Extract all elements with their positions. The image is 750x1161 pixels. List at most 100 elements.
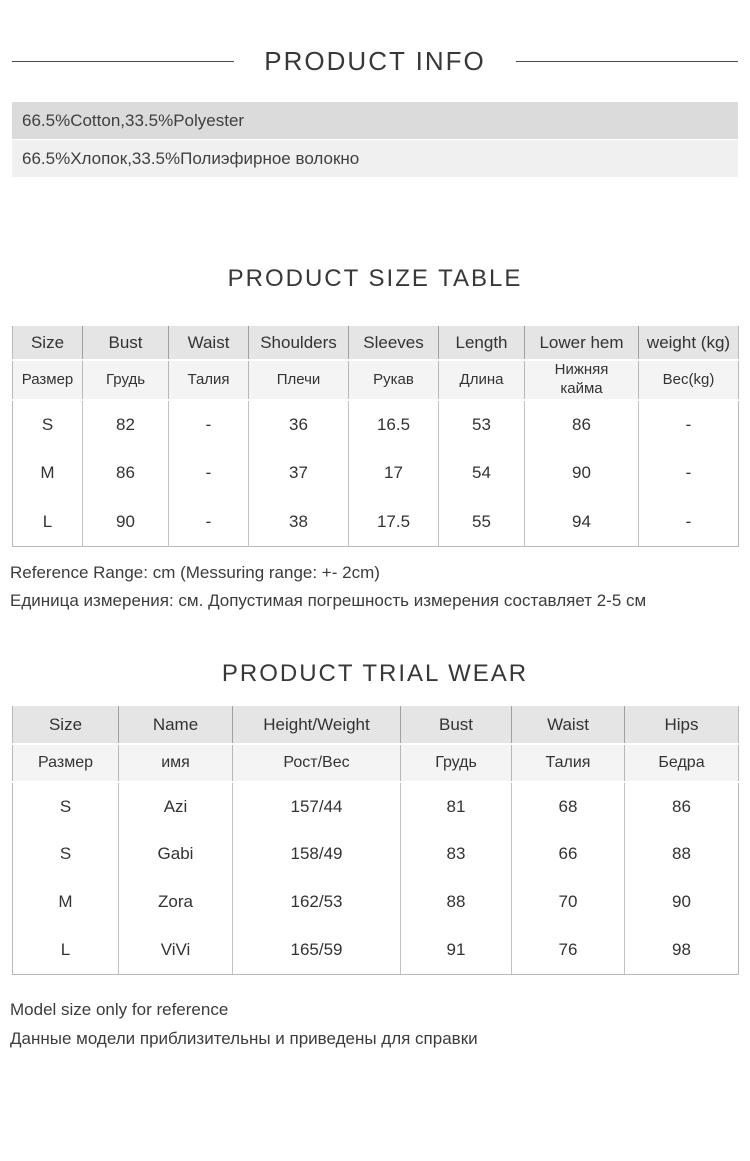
column-header: Размер	[12, 360, 83, 401]
table-row: M Zora 162/53 88 70 90	[12, 878, 739, 926]
table-cell: 82	[82, 399, 169, 449]
table-cell: S	[12, 830, 119, 878]
table-cell: -	[168, 497, 249, 547]
column-header: weight (kg)	[638, 326, 739, 361]
table-cell: 68	[511, 782, 625, 830]
table-cell: 17.5	[348, 497, 439, 547]
trial-table-header-en: Size Name Height/Weight Bust Waist Hips	[12, 706, 739, 745]
table-cell: Zora	[118, 878, 233, 926]
column-header: имя	[118, 744, 233, 783]
table-cell: 36	[248, 399, 349, 449]
table-cell: 165/59	[232, 926, 401, 974]
size-table-header-ru: Размер Грудь Талия Плечи Рукав Длина Ниж…	[12, 360, 739, 401]
model-note-english: Model size only for reference	[10, 999, 229, 1019]
measure-note-english: Reference Range: cm (Messuring range: +-…	[10, 563, 380, 582]
page-title: PRODUCT INFO	[264, 46, 486, 76]
table-cell: 88	[624, 830, 739, 878]
table-cell: 17	[348, 448, 439, 498]
column-header: Waist	[168, 326, 249, 361]
column-header: Bust	[82, 326, 169, 361]
table-cell: 66	[511, 830, 625, 878]
table-cell: 76	[511, 926, 625, 974]
column-header: Плечи	[248, 360, 349, 401]
table-cell: S	[12, 782, 119, 830]
size-table: Size Bust Waist Shoulders Sleeves Length…	[12, 326, 739, 547]
trial-wear-title: PRODUCT TRIAL WEAR	[221, 660, 529, 687]
table-cell: 81	[400, 782, 512, 830]
trial-wear-table: Size Name Height/Weight Bust Waist Hips …	[12, 706, 739, 975]
table-cell: 54	[438, 448, 525, 498]
model-note-russian: Данные модели приблизительны и приведены…	[10, 1028, 478, 1048]
column-header: Size	[12, 706, 119, 745]
column-header: Name	[118, 706, 233, 745]
column-header: Талия	[511, 744, 625, 783]
fabric-composition-russian: 66.5%Хлопок,33.5%Полиэфирное волокно	[12, 140, 738, 177]
table-cell: S	[12, 399, 83, 449]
fabric-composition-english: 66.5%Cotton,33.5%Polyester	[12, 102, 738, 139]
table-cell: 91	[400, 926, 512, 974]
table-cell: 90	[624, 878, 739, 926]
size-table-notes: Reference Range: cm (Messuring range: +-…	[10, 562, 740, 612]
column-header: Рукав	[348, 360, 439, 401]
column-header: Hips	[624, 706, 739, 745]
header-rule-right	[515, 61, 739, 62]
table-cell: 16.5	[348, 399, 439, 449]
measure-note-russian: Единица измерения: см. Допустимая погреш…	[10, 591, 647, 610]
table-row: S Azi 157/44 81 68 86	[12, 782, 739, 830]
column-header: Рост/Вес	[232, 744, 401, 783]
table-cell: 94	[524, 497, 639, 547]
table-row: S Gabi 158/49 83 66 88	[12, 830, 739, 878]
column-header: Грудь	[400, 744, 512, 783]
column-header: Lower hem	[524, 326, 639, 361]
trial-table-header-ru: Размер имя Рост/Вес Грудь Талия Бедра	[12, 744, 739, 783]
column-header: Размер	[12, 744, 119, 783]
table-cell: -	[638, 448, 739, 498]
table-cell: 55	[438, 497, 525, 547]
column-header: Size	[12, 326, 83, 361]
table-cell: Gabi	[118, 830, 233, 878]
size-table-header-en: Size Bust Waist Shoulders Sleeves Length…	[12, 326, 739, 361]
column-header: Waist	[511, 706, 625, 745]
column-header-label: Нижняя кайма	[554, 361, 609, 397]
header-rule-left	[12, 61, 235, 62]
column-header: Shoulders	[248, 326, 349, 361]
table-row: S 82 - 36 16.5 53 86 -	[12, 399, 739, 449]
trial-wear-notes: Model size only for reference Данные мод…	[10, 999, 740, 1050]
column-header: Bust	[400, 706, 512, 745]
table-cell: Azi	[118, 782, 233, 830]
column-header: Грудь	[82, 360, 169, 401]
table-cell: 37	[248, 448, 349, 498]
column-header: Height/Weight	[232, 706, 401, 745]
column-header: Длина	[438, 360, 525, 401]
table-cell: -	[638, 399, 739, 449]
table-row: M 86 - 37 17 54 90 -	[12, 448, 739, 498]
table-cell: -	[168, 399, 249, 449]
size-table-title: PRODUCT SIZE TABLE	[227, 265, 523, 292]
table-cell: L	[12, 497, 83, 547]
product-info-header: PRODUCT INFO	[0, 46, 750, 77]
table-cell: 53	[438, 399, 525, 449]
table-cell: 83	[400, 830, 512, 878]
table-cell: -	[638, 497, 739, 547]
table-cell: 90	[524, 448, 639, 498]
table-row: L 90 - 38 17.5 55 94 -	[12, 497, 739, 547]
table-cell: 70	[511, 878, 625, 926]
table-cell: 86	[82, 448, 169, 498]
column-header: Бедра	[624, 744, 739, 783]
table-cell: 98	[624, 926, 739, 974]
table-cell: 90	[82, 497, 169, 547]
column-header: Нижняя кайма	[524, 360, 639, 401]
column-header: Вес(kg)	[638, 360, 739, 401]
fabric-composition: 66.5%Cotton,33.5%Polyester 66.5%Хлопок,3…	[12, 102, 738, 177]
column-header: Sleeves	[348, 326, 439, 361]
column-header: Length	[438, 326, 525, 361]
table-cell: ViVi	[118, 926, 233, 974]
table-cell: M	[12, 448, 83, 498]
table-cell: -	[168, 448, 249, 498]
column-header: Талия	[168, 360, 249, 401]
table-cell: 88	[400, 878, 512, 926]
table-cell: 38	[248, 497, 349, 547]
table-cell: L	[12, 926, 119, 974]
table-cell: M	[12, 878, 119, 926]
table-cell: 86	[524, 399, 639, 449]
